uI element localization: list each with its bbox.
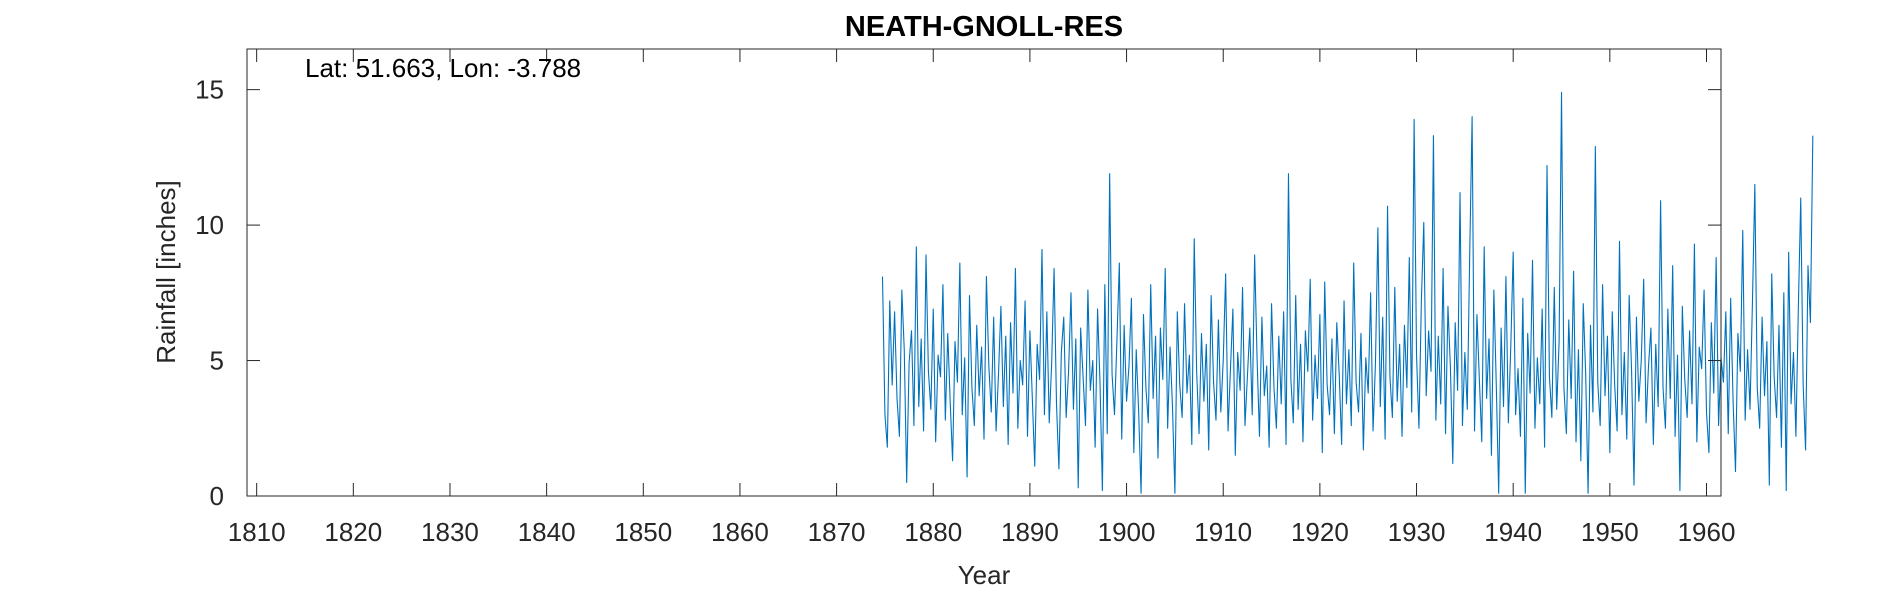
y-tick-label: 10: [195, 210, 224, 240]
y-axis-label: Rainfall [inches]: [151, 180, 181, 364]
y-tick-label: 0: [210, 481, 224, 511]
x-tick-label: 1830: [421, 517, 479, 547]
data-layer: [881, 91, 1814, 494]
location-annotation: Lat: 51.663, Lon: -3.788: [305, 53, 581, 83]
x-tick-label: 1940: [1484, 517, 1542, 547]
x-tick-label: 1900: [1098, 517, 1156, 547]
x-tick-label: 1930: [1388, 517, 1446, 547]
x-tick-label: 1860: [711, 517, 769, 547]
chart-title: NEATH-GNOLL-RES: [845, 11, 1123, 43]
x-tick-label: 1910: [1194, 517, 1252, 547]
y-tick-label: 5: [210, 346, 224, 376]
rainfall-series-line: [881, 91, 1814, 494]
x-tick-label: 1810: [228, 517, 286, 547]
x-tick-label: 1850: [614, 517, 672, 547]
y-tick-label: 15: [195, 75, 224, 105]
x-tick-label: 1840: [518, 517, 576, 547]
x-tick-label: 1870: [808, 517, 866, 547]
x-tick-label: 1890: [1001, 517, 1059, 547]
x-axis-label: Year: [958, 560, 1011, 590]
x-tick-label: 1920: [1291, 517, 1349, 547]
x-axis-ticks: 1810 1820 1830 1840 1850 1860 1870 1880 1890 1900…: [228, 49, 1736, 547]
x-tick-label: 1950: [1581, 517, 1639, 547]
x-tick-label: 1960: [1678, 517, 1736, 547]
x-tick-label: 1880: [904, 517, 962, 547]
y-axis-ticks: 0 5 10 15: [195, 75, 1721, 511]
x-tick-label: 1820: [324, 517, 382, 547]
axes-box: [246, 48, 1722, 497]
